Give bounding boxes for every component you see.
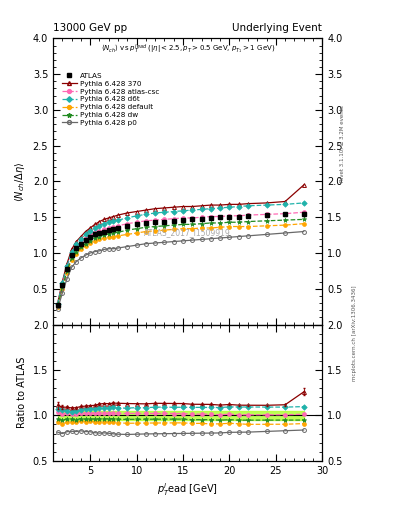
Text: ATLAS_2017_I1509919: ATLAS_2017_I1509919 — [144, 228, 231, 238]
Text: Underlying Event: Underlying Event — [232, 23, 322, 33]
Legend: ATLAS, Pythia 6.428 370, Pythia 6.428 atlas-csc, Pythia 6.428 d6t, Pythia 6.428 : ATLAS, Pythia 6.428 370, Pythia 6.428 at… — [59, 71, 162, 128]
Text: 13000 GeV pp: 13000 GeV pp — [53, 23, 127, 33]
Text: mcplots.cern.ch [arXiv:1306.3436]: mcplots.cern.ch [arXiv:1306.3436] — [352, 285, 357, 380]
Y-axis label: $\langle N_{ch}/\Delta\eta\rangle$: $\langle N_{ch}/\Delta\eta\rangle$ — [13, 161, 27, 202]
X-axis label: $p_T^{l}$ead [GeV]: $p_T^{l}$ead [GeV] — [157, 481, 218, 498]
Text: Rivet 3.1.10, ≥ 3.2M events: Rivet 3.1.10, ≥ 3.2M events — [340, 105, 345, 182]
Text: $\langle N_{ch}\rangle$ vs $p_T^{lead}$ ($|\eta| < 2.5, p_T > 0.5$ GeV, $p_{T_1}: $\langle N_{ch}\rangle$ vs $p_T^{lead}$ … — [101, 42, 275, 56]
Y-axis label: Ratio to ATLAS: Ratio to ATLAS — [17, 357, 27, 429]
